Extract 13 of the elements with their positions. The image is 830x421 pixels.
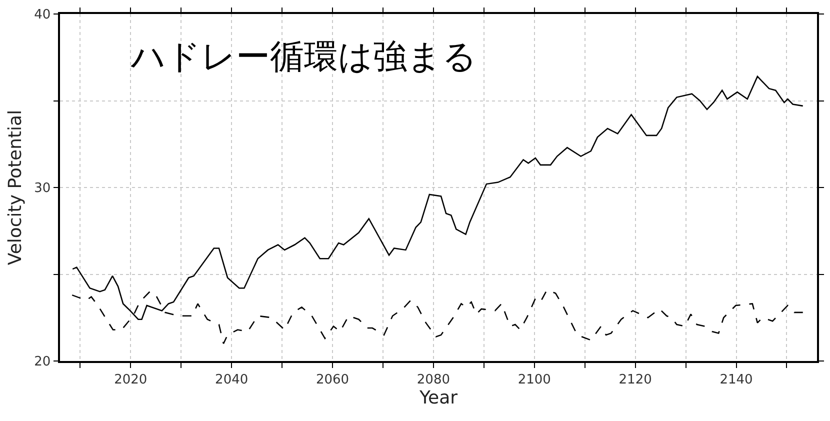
x-axis-title: Year [418, 387, 458, 408]
y-tick-label: 40 [34, 8, 51, 23]
x-tick-label: 2080 [416, 372, 450, 388]
x-tick-label: 2060 [316, 372, 350, 388]
y-axis-title: Velocity Potential [4, 110, 26, 266]
x-tick-label: 2120 [618, 372, 652, 388]
annotation: ハドレー循環は強まる [130, 37, 477, 77]
x-tick-label: 2140 [720, 372, 753, 388]
y-tick-label: 20 [34, 354, 51, 370]
x-tick-label: 2020 [114, 372, 148, 388]
y-tick-label: 30 [34, 181, 51, 196]
x-tick-label: 2100 [518, 372, 551, 388]
x-tick-label: 2040 [215, 372, 248, 388]
